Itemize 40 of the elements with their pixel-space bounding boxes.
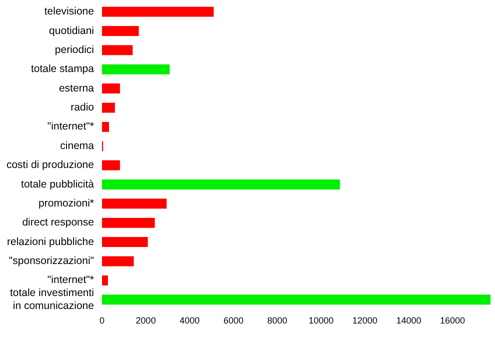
bar: [102, 218, 155, 228]
x-tick-label: 6000: [223, 315, 244, 326]
x-tick-label: 12000: [352, 315, 378, 326]
y-tick-label: totale stampa: [30, 63, 94, 76]
x-tick-label: 0: [99, 315, 105, 326]
bar: [102, 26, 139, 36]
x-tick-label: 14000: [396, 315, 422, 326]
y-tick-label: quotidiani: [49, 24, 94, 37]
x-tick-label: 16000: [440, 315, 466, 326]
bar: [102, 275, 108, 286]
bar: [102, 256, 134, 266]
bar: [102, 84, 120, 94]
y-tick-label: "internet"*: [47, 120, 94, 133]
y-tick-label: cinema: [60, 140, 94, 152]
x-tick-label: 10000: [308, 315, 334, 326]
bar: [102, 122, 110, 132]
bar: [102, 64, 170, 74]
y-tick-label: televisione: [44, 6, 94, 18]
x-tick-label: 8000: [267, 315, 288, 326]
y-tick-label: "internet"*: [47, 274, 94, 286]
y-tick-label: totale investimenti in comunicazione: [10, 286, 94, 312]
y-tick-label: totale pubblicità: [21, 178, 94, 190]
bar: [102, 198, 167, 209]
y-tick-label: promozioni*: [38, 197, 94, 210]
bar: [102, 102, 115, 113]
y-tick-label: direct response: [22, 216, 94, 229]
bar: [102, 294, 490, 305]
x-tick-label: 4000: [180, 315, 200, 326]
y-tick-label: esterna: [58, 82, 94, 94]
x-tick-label: 2000: [136, 315, 156, 326]
y-tick-label: periodici: [54, 44, 94, 56]
y-tick-label: "sponsorizzazioni": [8, 255, 94, 268]
bar: [102, 179, 340, 190]
bar: [102, 160, 120, 170]
bar: [102, 6, 214, 17]
y-tick-label: relazioni pubbliche: [7, 236, 94, 248]
y-tick-label: radio: [70, 102, 94, 114]
bar: [102, 45, 133, 56]
bar: [102, 237, 148, 248]
y-tick-label: costi di produzione: [6, 159, 94, 172]
